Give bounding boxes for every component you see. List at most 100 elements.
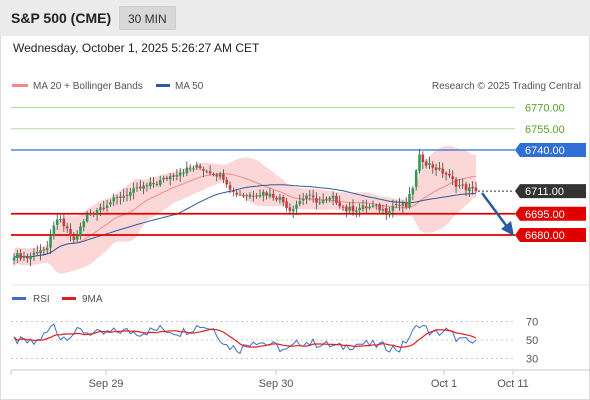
candle-body	[45, 247, 49, 250]
forecast-arrow	[480, 192, 514, 236]
candle-body	[12, 257, 16, 261]
candle-body	[135, 187, 139, 189]
candle-body	[454, 179, 458, 187]
candle-body	[278, 196, 282, 200]
bollinger-band-area	[14, 145, 476, 274]
candle-body	[291, 208, 295, 212]
candle-body	[89, 213, 92, 215]
candle-body	[109, 202, 112, 205]
timeframe-button[interactable]: 30 MIN	[119, 6, 176, 30]
candle-body	[129, 192, 132, 196]
rsi-line	[13, 323, 477, 355]
candle-body	[59, 219, 62, 221]
candle-body	[62, 218, 66, 227]
candle-body	[471, 186, 474, 189]
candle-body	[192, 168, 195, 170]
instrument-title: S&P 500 (CME)	[11, 10, 112, 26]
level-tag-label: 6755.00	[525, 124, 565, 136]
candle-body	[172, 175, 175, 177]
candle-body	[125, 194, 129, 196]
candle-body	[182, 172, 185, 174]
candle-body	[394, 204, 398, 206]
candle-body	[175, 175, 179, 177]
candle-body	[198, 165, 202, 169]
candle-body	[92, 213, 96, 215]
level-tag-label: 6770.00	[525, 103, 565, 115]
candle-body	[391, 206, 395, 211]
candle-body	[142, 185, 145, 189]
price-level-tags: 6770.00 6755.00 6740.00 6711.00 6695.00 6680.…	[515, 103, 586, 242]
candle-body	[202, 169, 205, 171]
candle-body	[271, 193, 275, 198]
candle-body	[371, 205, 375, 207]
forecast-arrow-head	[501, 221, 514, 236]
candle-body	[418, 154, 421, 171]
candle-body	[19, 253, 22, 259]
candle-body	[95, 210, 99, 214]
x-tick-label: Oct 1	[431, 378, 457, 390]
candle-body	[69, 229, 72, 237]
candle-body	[428, 163, 431, 165]
candle-body	[148, 182, 152, 187]
candle-body	[132, 188, 135, 193]
chart-header: S&P 500 (CME) 30 MIN	[0, 0, 590, 36]
candle-body	[458, 185, 461, 187]
candle-body	[165, 177, 169, 180]
rsi-legend-label: RSI	[33, 294, 50, 305]
candle-body	[248, 194, 252, 197]
candle-body	[461, 184, 465, 186]
candle-body	[288, 207, 292, 211]
candle-body	[228, 185, 232, 190]
level-tag-box	[515, 184, 586, 199]
candle-body	[65, 226, 69, 229]
candle-body	[39, 250, 42, 254]
candle-body	[188, 168, 192, 170]
level-tag-label: 6711.00	[525, 186, 564, 198]
candle-body	[311, 195, 315, 198]
candle-body	[468, 187, 471, 192]
candle-body	[82, 221, 86, 228]
ma50-legend-swatch	[156, 84, 170, 87]
candle-body	[42, 249, 46, 251]
candle-body	[384, 208, 388, 214]
candle-body	[388, 211, 391, 214]
candle-body	[328, 197, 332, 200]
candle-body	[451, 176, 455, 180]
rsi-panel: 70 50 30	[11, 317, 538, 366]
candle-body	[35, 252, 39, 254]
candle-body	[185, 167, 189, 174]
candle-body	[55, 219, 59, 225]
candle-body	[208, 171, 212, 174]
level-tag-label: 6695.00	[525, 209, 565, 221]
candle-body	[25, 255, 29, 259]
candle-body	[318, 202, 322, 204]
candle-body	[215, 174, 219, 177]
level-tag-box	[515, 206, 586, 221]
candle-body	[285, 201, 288, 209]
rsi-tick-label: 50	[526, 335, 538, 347]
candle-body	[441, 168, 445, 174]
candle-body	[99, 207, 102, 211]
candle-body	[112, 197, 116, 202]
candle-body	[305, 195, 308, 199]
candle-body	[22, 256, 26, 258]
candle-body	[72, 236, 76, 240]
candle-body	[338, 202, 342, 207]
candle-body	[444, 172, 448, 175]
candle-body	[49, 235, 52, 248]
candle-body	[145, 185, 149, 187]
candle-body	[281, 196, 285, 203]
candle-body	[238, 194, 242, 196]
candle-body	[351, 205, 355, 212]
level-tag-label: 6740.00	[525, 145, 565, 157]
main-legend: MA 20 + Bollinger Bands MA 50 Research ©…	[12, 81, 581, 92]
candle-body	[115, 197, 119, 199]
ma50-legend-label: MA 50	[175, 81, 204, 92]
candle-body	[378, 204, 381, 211]
rsi-ma-line	[13, 328, 477, 348]
candle-body	[448, 173, 451, 176]
candle-body	[368, 206, 371, 209]
candle-body	[365, 206, 368, 209]
x-tick-label: Sep 29	[89, 378, 124, 390]
